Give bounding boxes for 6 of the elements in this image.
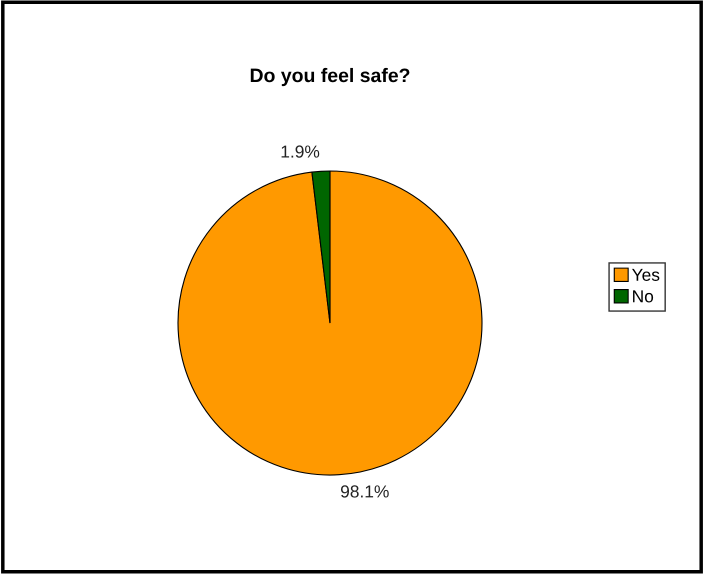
data-label: 1.9%	[282, 145, 320, 158]
legend-label: No	[633, 290, 654, 302]
legend-label: Yes	[632, 268, 660, 281]
chart-title: Do you feel safe?	[250, 68, 410, 86]
pie-slice	[177, 170, 483, 476]
data-label: 98.1%	[340, 485, 389, 498]
